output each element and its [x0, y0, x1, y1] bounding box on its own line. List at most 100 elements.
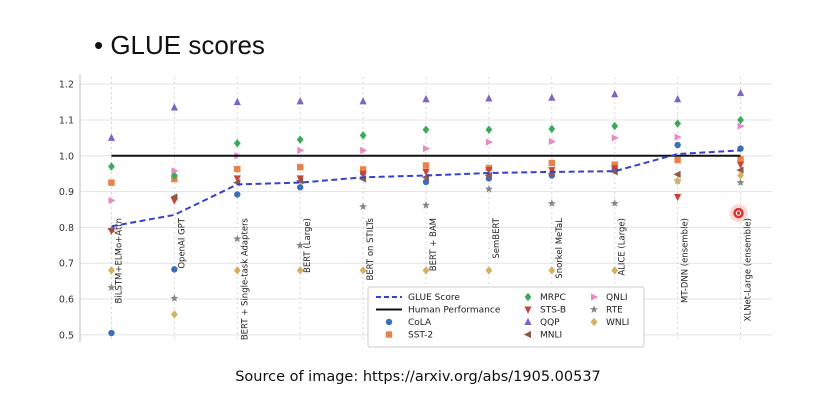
legend-swatch-sst-2	[385, 331, 393, 338]
marker-layer	[107, 88, 745, 337]
legend-swatch-sts-b	[524, 306, 532, 314]
mrpc-point	[233, 139, 241, 148]
legend-swatch-qqp	[524, 317, 532, 325]
qnli-point	[485, 138, 494, 146]
legend-label: QNLI	[606, 293, 628, 303]
legend-swatch-mnli	[523, 330, 531, 339]
rte-point	[233, 234, 242, 243]
sst-2-point	[737, 156, 744, 163]
mnli-point	[736, 166, 744, 174]
rte-point	[107, 283, 116, 291]
qqp-point	[107, 133, 116, 141]
mrpc-point	[737, 115, 744, 125]
model-label-layer: BiLSTM+ELMo+Attn OpenAI GPT BERT + Single-…	[114, 217, 753, 340]
cursor-dot-ring	[735, 210, 742, 216]
image-source-caption: Source of image: https://arxiv.org/abs/1…	[235, 369, 601, 385]
qnli-point	[108, 196, 116, 205]
cola-point	[422, 178, 430, 186]
qnli-point	[611, 134, 619, 142]
model-label: BERT on STILTs	[366, 217, 376, 280]
qnli-point	[548, 137, 557, 146]
legend-swatch-wnli	[590, 317, 598, 327]
rte-point	[422, 201, 430, 209]
rte-point	[610, 199, 619, 207]
qqp-point	[170, 103, 178, 111]
cola-point	[674, 141, 681, 149]
model-label: OpenAI GPT	[177, 217, 187, 268]
mnli-point	[170, 193, 178, 201]
legend-label: MRPC	[540, 293, 566, 303]
wnli-point	[548, 266, 556, 275]
sts-b-point	[359, 170, 367, 178]
mrpc-point	[296, 135, 304, 144]
cursor-dot	[733, 207, 744, 219]
legend-swatch-cola	[385, 318, 393, 326]
sst-2-point	[296, 164, 304, 171]
sst-2-point	[359, 166, 367, 173]
legend-label: MNLI	[540, 331, 562, 341]
legend-label: Human Performance	[408, 306, 501, 316]
mrpc-point	[548, 124, 556, 134]
sts-b-point	[422, 168, 430, 177]
qqp-point	[233, 97, 241, 106]
qqp-point	[736, 88, 745, 97]
mnli-point	[295, 177, 304, 185]
model-label: SemBERT	[492, 217, 502, 258]
qqp-point	[548, 93, 556, 101]
qnli-point	[423, 145, 431, 153]
rte-point	[296, 241, 305, 249]
qqp-point	[422, 95, 430, 103]
model-label: XLNet-Large (ensemble)	[744, 218, 754, 321]
sts-b-point	[674, 193, 682, 202]
slide-title: • GLUE scores	[94, 30, 265, 60]
mnli-point	[673, 170, 681, 179]
mrpc-point	[108, 162, 115, 171]
mrpc-point	[485, 125, 493, 134]
qqp-point	[296, 97, 304, 105]
cola-point	[108, 329, 115, 337]
qnli-point	[360, 146, 368, 155]
qnli-point	[171, 167, 179, 175]
sts-b-point	[233, 175, 241, 183]
mnli-point	[484, 171, 492, 180]
glue-score-line	[111, 149, 741, 228]
qnli-point	[674, 133, 682, 141]
cola-point	[296, 184, 304, 191]
sst-2-point	[548, 159, 556, 167]
cursor-indicator-layer	[729, 204, 748, 223]
qnli-point	[297, 146, 305, 155]
wnli-point	[170, 310, 178, 319]
qqp-point	[611, 89, 619, 98]
qqp-point	[674, 95, 682, 103]
cola-point	[234, 191, 241, 198]
legend-swatch-qnli	[591, 293, 599, 301]
y-tick-label: 0.8	[59, 223, 74, 234]
rte-point	[359, 202, 368, 211]
legend-swatch-mrpc	[524, 292, 532, 302]
mrpc-point	[674, 119, 682, 128]
sst-2-point	[611, 161, 618, 168]
wnli-point	[611, 266, 619, 275]
qqp-point	[485, 94, 493, 102]
model-label: Snorkel MeTaL	[555, 218, 565, 279]
legend-label: WNLI	[606, 318, 629, 328]
mrpc-point	[611, 121, 619, 131]
mrpc-point	[359, 131, 367, 140]
wnli-point	[737, 171, 744, 180]
y-tick-label: 0.9	[59, 187, 74, 198]
model-label: BERT + BAM	[429, 218, 439, 271]
sts-b-point	[611, 165, 619, 173]
model-label: BERT (Large)	[303, 218, 313, 273]
y-tick-label: 0.5	[59, 330, 74, 341]
wnli-point	[485, 266, 493, 275]
wnli-point	[674, 176, 682, 186]
model-label: BiLSTM+ELMo+Attn	[114, 218, 124, 303]
axis-layer: 0.5 0.6 0.7 0.8 0.9 1.0 1.1 1.2	[59, 75, 81, 342]
wnli-point	[108, 266, 115, 275]
rte-point	[170, 294, 179, 302]
y-tick-label: 1.1	[59, 115, 74, 126]
wnli-point	[296, 266, 304, 275]
legend-swatch-rte	[590, 305, 598, 313]
y-tick-label: 0.7	[59, 259, 74, 270]
